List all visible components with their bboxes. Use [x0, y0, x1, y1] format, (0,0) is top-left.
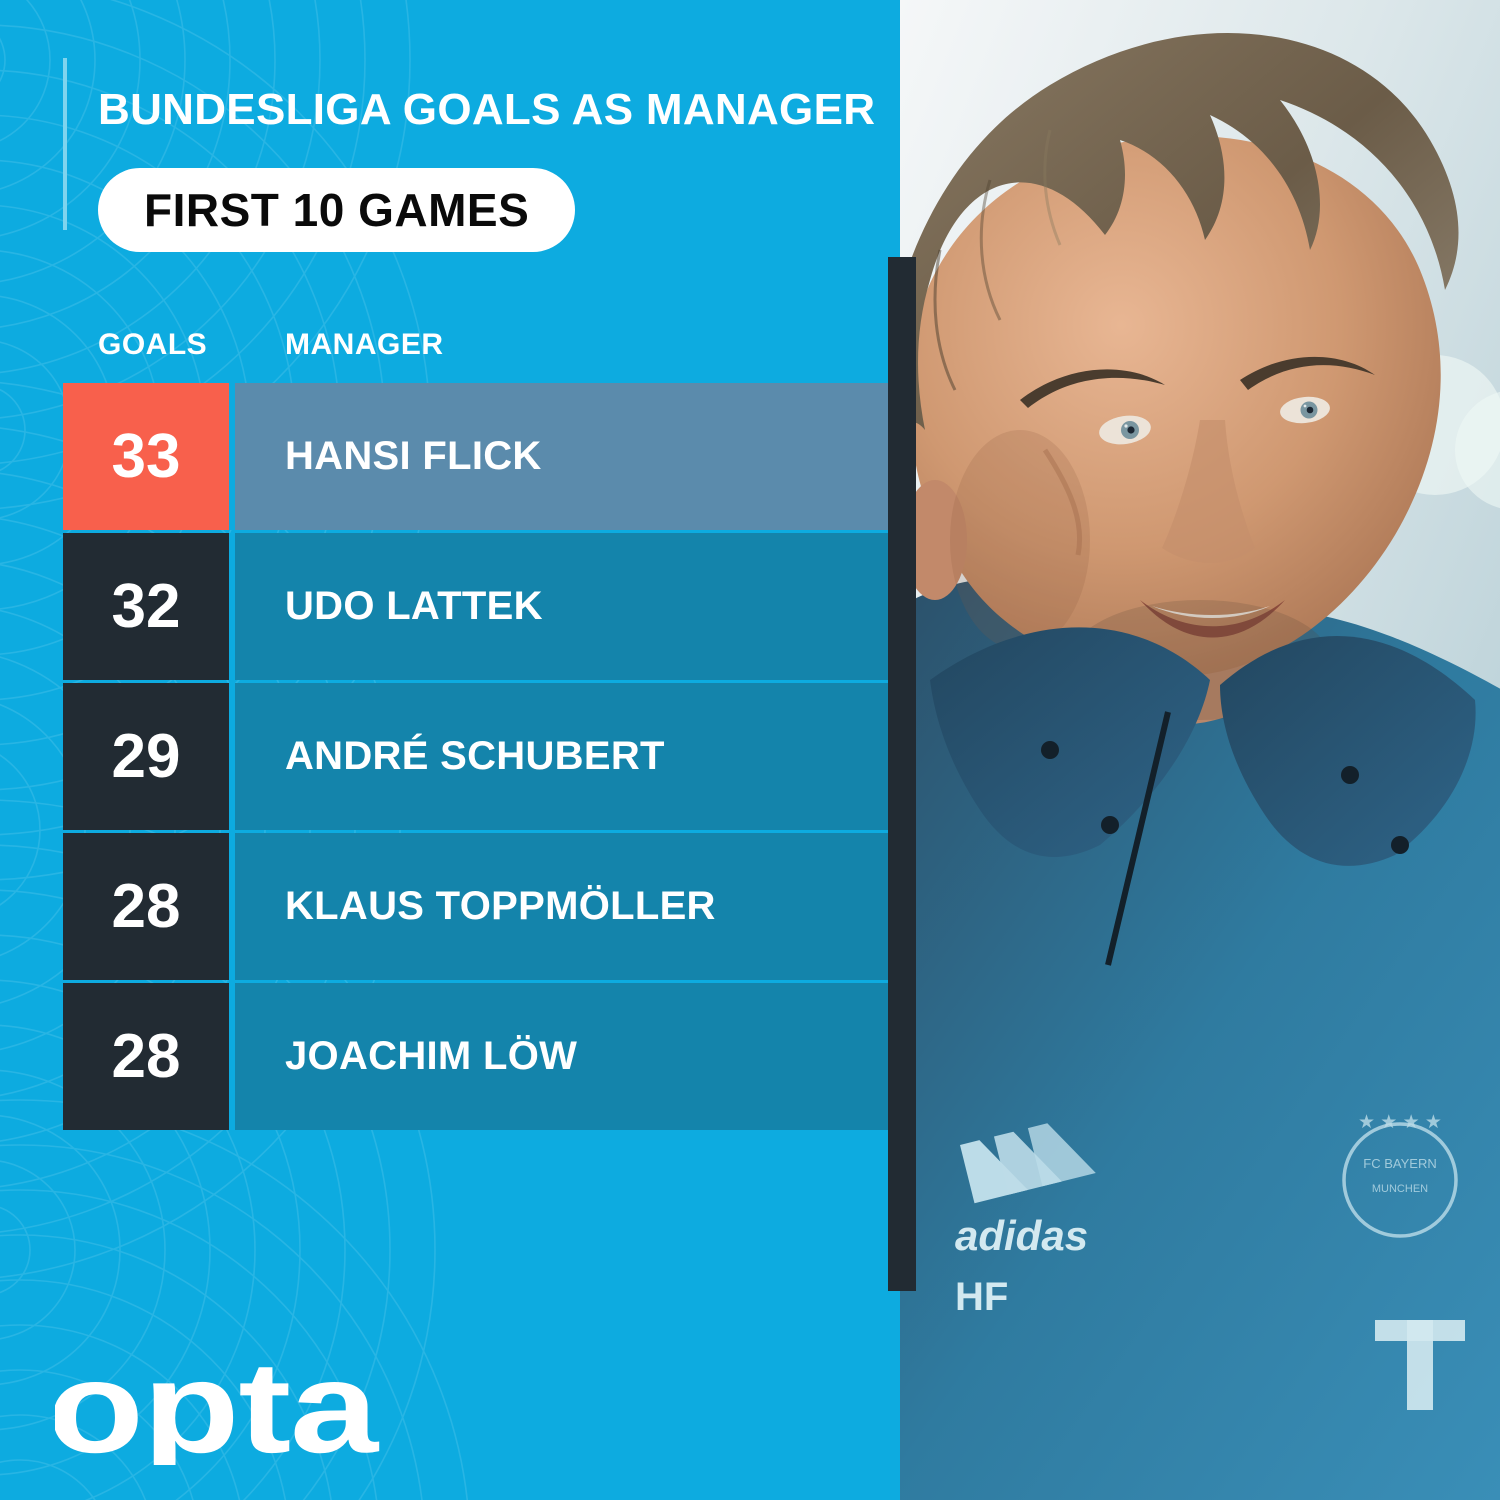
svg-text:HF: HF [955, 1275, 1008, 1319]
svg-text:FC BAYERN: FC BAYERN [1363, 1156, 1436, 1171]
svg-text:opta: opta [55, 1355, 380, 1465]
svg-text:★ ★ ★ ★: ★ ★ ★ ★ [1358, 1112, 1442, 1133]
svg-text:MUNCHEN: MUNCHEN [1372, 1183, 1428, 1195]
svg-text:adidas: adidas [955, 1212, 1088, 1259]
